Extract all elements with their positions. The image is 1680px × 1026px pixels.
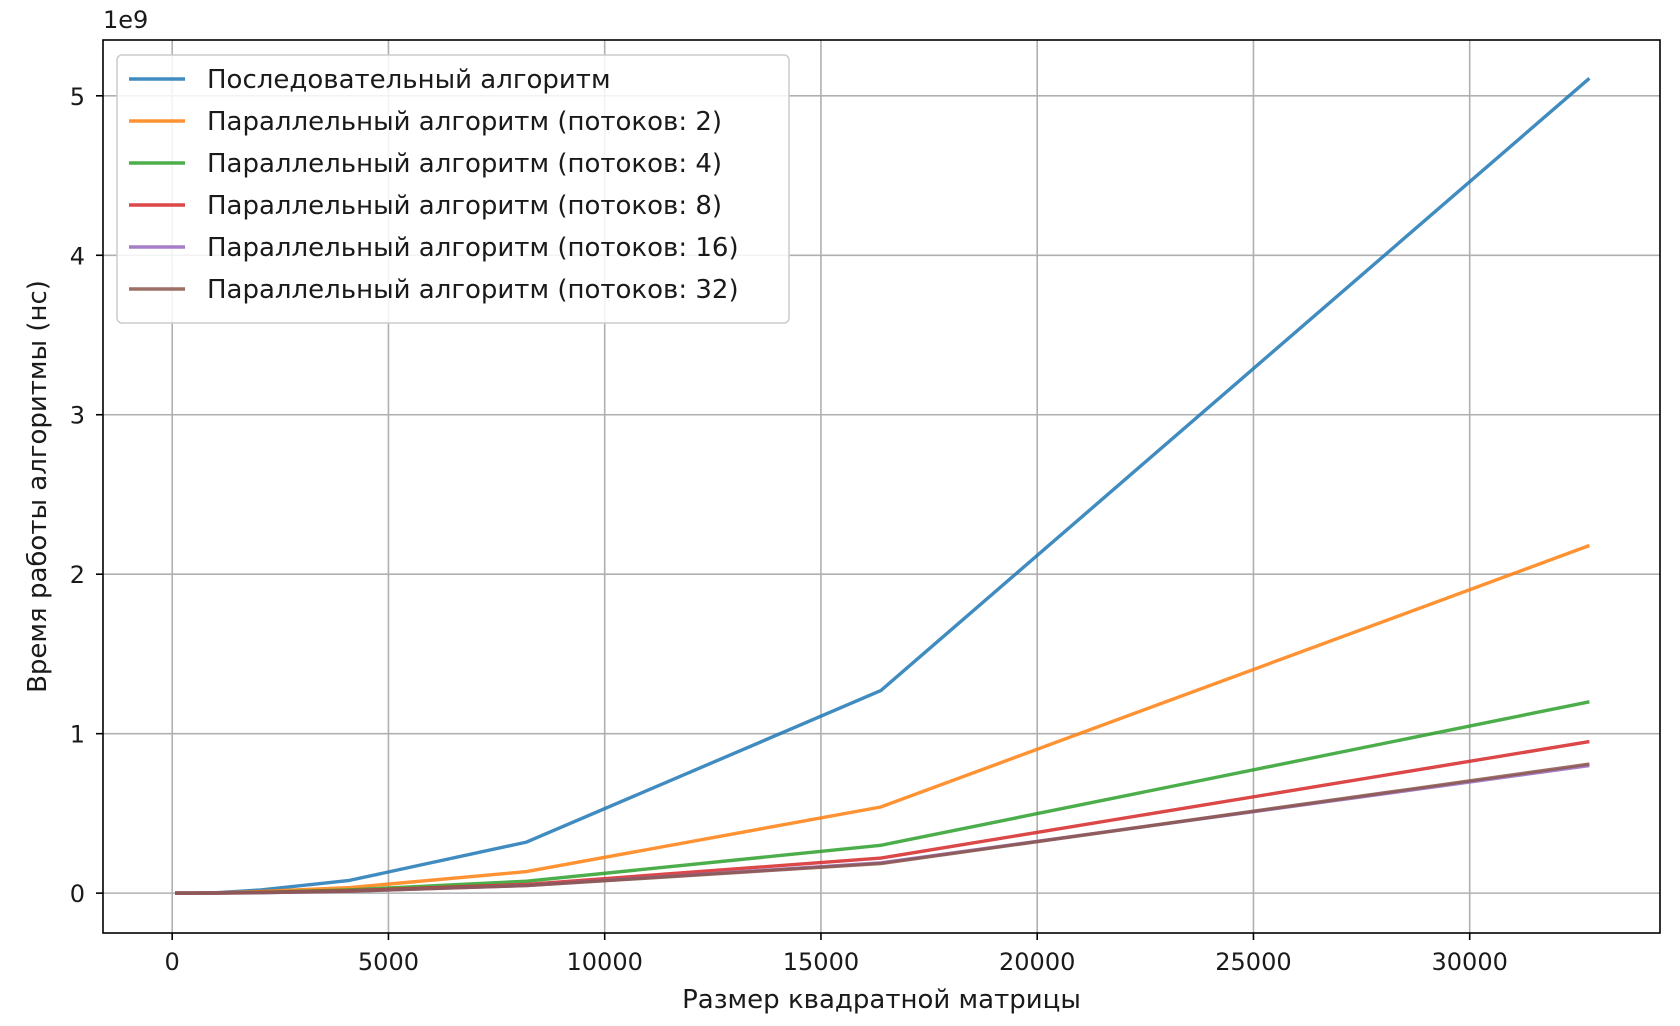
legend: Последовательный алгоритм Параллельный ал… <box>116 54 790 324</box>
y-tick-label: 5 <box>70 83 85 111</box>
x-tick-label: 20000 <box>999 948 1075 976</box>
x-axis-label: Размер квадратной матрицы <box>682 985 1081 1015</box>
y-tick-label: 1 <box>70 721 85 749</box>
x-tick-label: 15000 <box>783 948 859 976</box>
y-axis-label: Время работы алгоритмы (нс) <box>23 280 53 693</box>
legend-label: Параллельный алгоритм (потоков: 2) <box>207 107 722 137</box>
series-line-4 <box>175 763 1590 895</box>
x-tick-label: 5000 <box>358 948 419 976</box>
x-tick-label: 25000 <box>1215 948 1291 976</box>
series-line-1 <box>175 543 1590 895</box>
plot-frame <box>102 39 1661 934</box>
series-line-3 <box>175 739 1590 895</box>
series-lines <box>175 77 1591 895</box>
legend-label: Параллельный алгоритм (потоков: 4) <box>207 149 722 179</box>
x-tick-label: 10000 <box>567 948 643 976</box>
x-tick-label: 30000 <box>1432 948 1508 976</box>
legend-label: Параллельный алгоритм (потоков: 8) <box>207 191 722 221</box>
y-tick-label: 2 <box>70 561 85 589</box>
y-tick-label: 3 <box>70 402 85 430</box>
series-line-5 <box>175 762 1590 895</box>
legend-label: Последовательный алгоритм <box>207 65 611 95</box>
legend-label: Параллельный алгоритм (потоков: 32) <box>207 275 739 305</box>
legend-box <box>116 54 790 324</box>
y-axis-ticks: 0 1 2 3 4 5 <box>70 83 103 908</box>
legend-label: Параллельный алгоритм (потоков: 16) <box>207 233 739 263</box>
x-tick-label: 0 <box>165 948 180 976</box>
y-tick-label: 4 <box>70 242 85 270</box>
x-axis-ticks: 0 5000 10000 15000 20000 25000 30000 <box>165 933 1508 976</box>
y-offset-label: 1e9 <box>103 6 148 34</box>
y-tick-label: 0 <box>70 880 85 908</box>
